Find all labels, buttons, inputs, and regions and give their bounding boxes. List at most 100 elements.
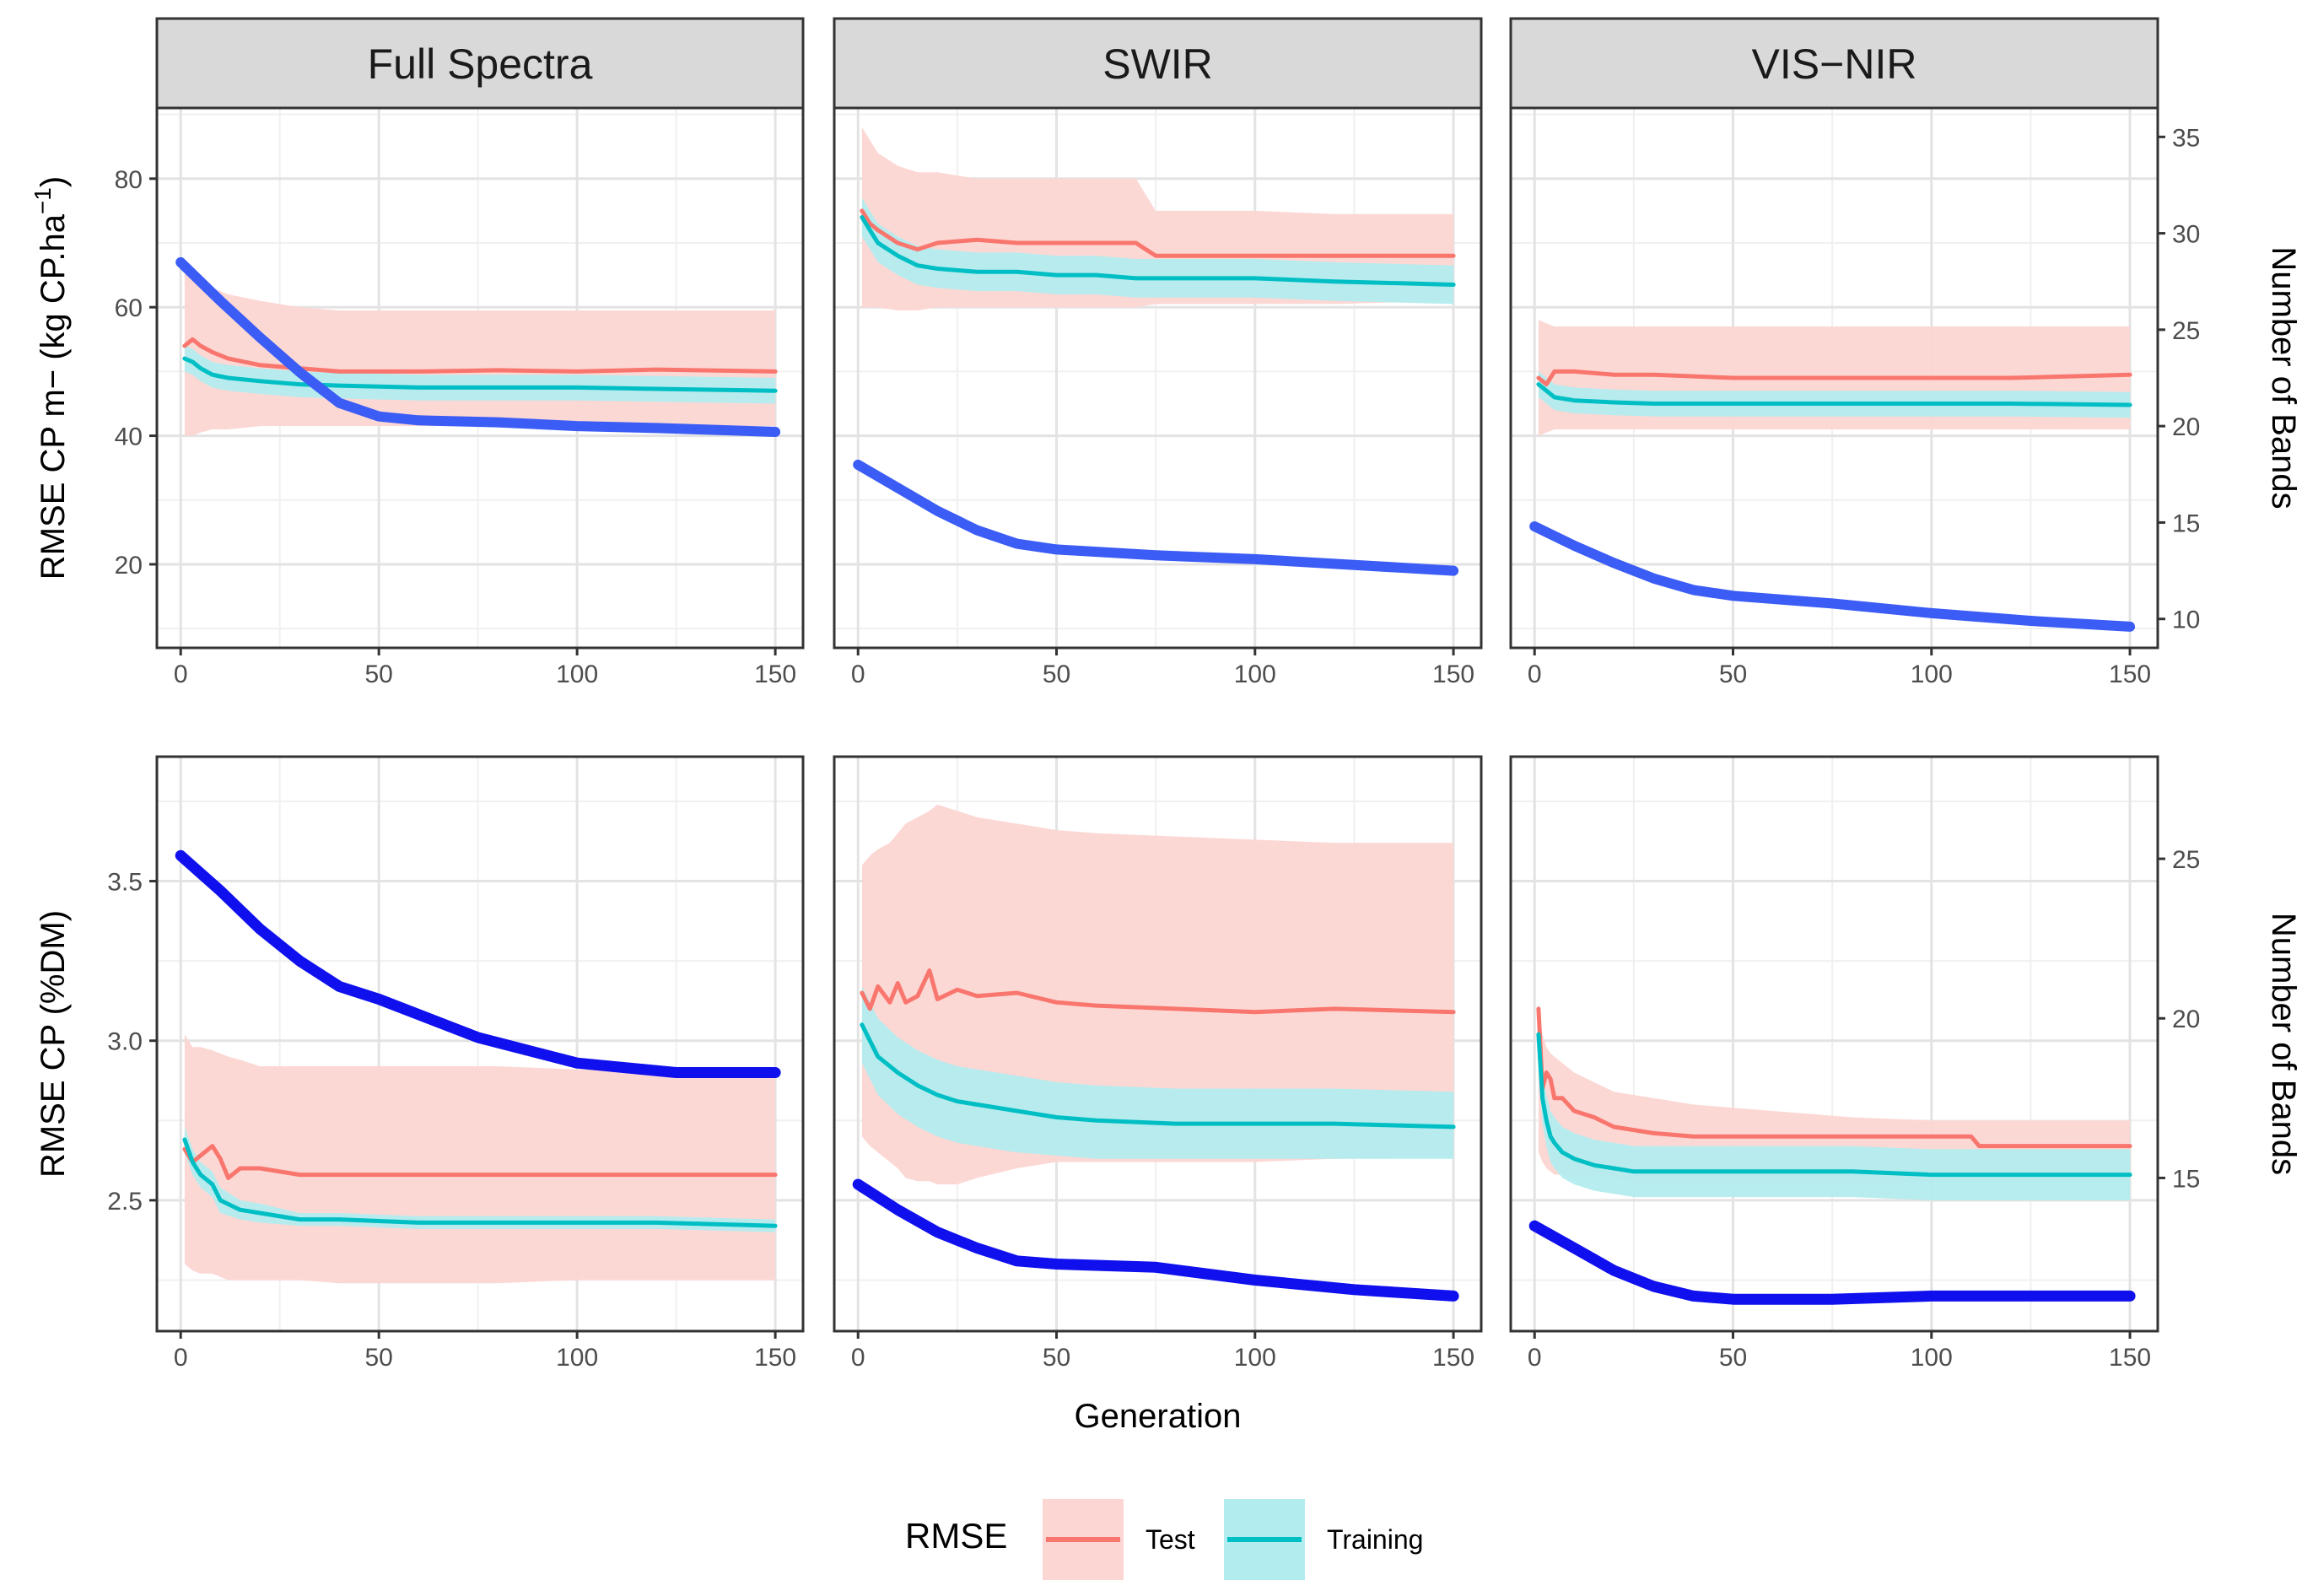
training-ribbon [184,1126,776,1232]
bands-line [1528,1220,2136,1305]
panel-series [853,127,1459,576]
x-tick-label: 100 [1234,1344,1276,1372]
y-tick-label: 2.5 [107,1188,143,1216]
panel-border [155,755,805,1333]
x-tick-label: 100 [556,661,598,688]
bands-line [852,1178,1459,1302]
facet-strip-label: SWIR [1102,40,1213,88]
x-tick-label: 0 [174,1344,188,1372]
training-ribbon [861,197,1454,305]
y-tick-label: 80 [115,166,143,194]
bands-line [175,849,781,1078]
x-tick-label: 50 [364,661,392,688]
legend-label: Test [1146,1524,1195,1555]
y-axis-title-superscript: −1 [30,187,56,214]
facet-strip-label: VIS−NIR [1752,40,1917,88]
x-tick-label: 150 [1432,661,1474,688]
x-tick-label: 100 [1911,1344,1953,1372]
panel-series [852,804,1459,1302]
legend-label: Training [1327,1524,1423,1555]
x-tick-label: 0 [1528,661,1542,688]
secondary-y-tick-label: 15 [2172,1165,2200,1193]
test-line [860,208,1456,258]
training-line [1536,1032,2132,1178]
training-ribbon [861,986,1454,1159]
secondary-y-tick-label: 20 [2172,413,2200,441]
training-line [182,1137,778,1228]
secondary-y-axis-title: Number of Bands [2265,913,2302,1175]
x-tick-label: 0 [174,661,188,688]
x-tick-label: 50 [1719,1344,1747,1372]
x-tick-label: 150 [754,661,796,688]
panel-series [1528,1002,2136,1305]
secondary-y-tick-label: 10 [2172,607,2200,634]
training-line [860,1022,1456,1130]
panel-series [1529,320,2136,632]
facet-panel: 0 50 100 150 20 40 60 80 [115,106,805,688]
secondary-y-tick-label: 25 [2172,317,2200,345]
test-line [1536,369,2132,387]
panel-border [1509,755,2159,1333]
x-tick-label: 150 [1432,1344,1474,1372]
test-line [182,1144,778,1180]
facet-strip [833,17,1483,110]
secondary-y-axis-title: Number of Bands [2265,246,2302,509]
training-ribbon [1538,371,2131,418]
x-tick-label: 0 [1528,1344,1542,1372]
y-axis-title-suffix: ) [35,176,72,187]
training-line [860,215,1456,287]
y-tick-label: 40 [115,423,143,451]
panel-border [1509,106,2159,650]
y-tick-label: 60 [115,294,143,322]
secondary-y-tick-label: 30 [2172,221,2200,249]
facet-panel: 0 50 100 150 [833,755,1483,1372]
panel-border [833,755,1483,1333]
facet-strip [1509,17,2159,110]
x-tick-label: 100 [1911,661,1953,688]
facet-panel: 0 50 100 150 10 15 20 25 30 35 [1509,106,2200,688]
legend-title: RMSE [905,1516,1007,1556]
training-ribbon [1538,1002,2131,1200]
y-axis-title-main: RMSE CP m− (kg CP.ha [35,213,72,580]
x-tick-label: 0 [851,1344,865,1372]
panel-border [833,106,1483,650]
y-tick-label: 20 [115,552,143,580]
bands-line [175,256,781,437]
secondary-y-tick-label: 25 [2172,846,2200,874]
x-tick-label: 50 [1043,661,1070,688]
secondary-y-tick-label: 35 [2172,124,2200,152]
facet-panel: 0 50 100 150 [833,106,1483,688]
training-line [182,356,778,393]
panel-border [155,106,805,650]
x-tick-label: 100 [556,1344,598,1372]
x-tick-label: 150 [2109,661,2151,688]
x-tick-label: 150 [754,1344,796,1372]
panel-background [1511,757,2158,1331]
x-tick-label: 0 [851,661,865,688]
y-axis-title: RMSE CP m− (kg CP.ha−1) [30,176,72,580]
training-line [1536,382,2132,407]
x-tick-label: 100 [1234,661,1276,688]
y-axis-title-main: RMSE CP (%DM) [35,910,72,1178]
secondary-y-tick-label: 15 [2172,510,2200,537]
y-tick-label: 3.0 [107,1028,143,1056]
test-line [1536,1006,2132,1149]
x-tick-label: 50 [1719,661,1747,688]
bands-line [1529,521,2136,632]
panel-series [175,849,781,1284]
facet-panel: 0 50 100 150 15 20 25 [1509,755,2200,1372]
facet-strip [155,17,805,110]
legend: RMSE Test Training [905,1499,1423,1580]
x-axis-title: Generation [1075,1398,1242,1435]
bands-line [853,459,1459,576]
x-tick-label: 50 [1043,1344,1070,1372]
y-tick-label: 3.5 [107,869,143,897]
facet-strip-label: Full Spectra [368,40,593,88]
panel-series [175,256,781,437]
x-tick-label: 50 [364,1344,392,1372]
y-axis-title: RMSE CP (%DM) [35,910,72,1178]
test-line [860,968,1456,1015]
facet-panel: 0 50 100 150 2.5 3.0 3.5 [107,755,805,1372]
secondary-y-tick-label: 20 [2172,1006,2200,1033]
